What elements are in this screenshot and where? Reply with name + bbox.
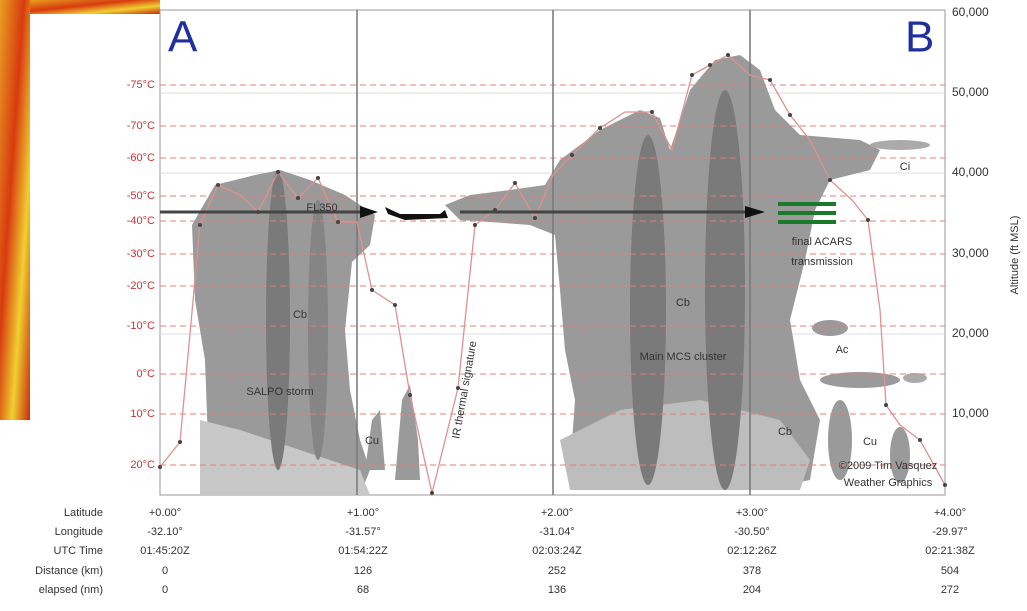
satellite-strip bbox=[30, 0, 160, 14]
table-cell: 02:03:24Z bbox=[532, 545, 582, 557]
table-cell: +2.00° bbox=[541, 507, 573, 519]
row-label: UTC Time bbox=[54, 545, 104, 557]
annotation: FL350 bbox=[306, 202, 337, 214]
annotation: Cu bbox=[365, 435, 379, 447]
table-cell: -30.50° bbox=[734, 526, 770, 538]
table-cell: +4.00° bbox=[934, 507, 966, 519]
table-cell: 136 bbox=[548, 584, 566, 596]
annotation: SALPO storm bbox=[246, 386, 313, 398]
table-cell: +0.00° bbox=[149, 507, 181, 519]
temperature-label: -60°C bbox=[127, 152, 155, 164]
table-cell: 01:54:22Z bbox=[338, 545, 388, 557]
row-label: Distance (km) bbox=[35, 565, 103, 577]
table-cell: 68 bbox=[357, 584, 369, 596]
altitude-label: 60,000 bbox=[952, 5, 989, 19]
table-cell: 252 bbox=[548, 565, 566, 577]
table-cell: +1.00° bbox=[347, 507, 379, 519]
altitude-label: 10,000 bbox=[952, 406, 989, 420]
temperature-label: -20°C bbox=[127, 280, 155, 292]
row-label: Longitude bbox=[55, 526, 103, 538]
table-cell: +3.00° bbox=[736, 507, 768, 519]
acars-marker bbox=[778, 202, 836, 224]
temperature-label: 20°C bbox=[130, 459, 155, 471]
temperature-label: -40°C bbox=[127, 215, 155, 227]
altitude-label: 30,000 bbox=[952, 246, 989, 260]
annotation: Cb bbox=[778, 426, 792, 438]
temperature-label: 0°C bbox=[137, 368, 156, 380]
temperature-label: -70°C bbox=[127, 120, 155, 132]
table-cell: 0 bbox=[162, 584, 168, 596]
annotation: Ac bbox=[836, 344, 849, 356]
annotation: Cb bbox=[293, 309, 307, 321]
table-cell: 02:21:38Z bbox=[925, 545, 975, 557]
altitude-label: 50,000 bbox=[952, 85, 989, 99]
table-cell: 204 bbox=[743, 584, 761, 596]
point-label: B bbox=[905, 13, 934, 62]
altitude-labels: 60,000 50,000 40,000 30,000 20,000 10,000 bbox=[952, 5, 989, 420]
altitude-label: 40,000 bbox=[952, 165, 989, 179]
temperature-label: 10°C bbox=[130, 408, 155, 420]
annotation: Main MCS cluster bbox=[640, 351, 727, 363]
table-cell: 126 bbox=[354, 565, 372, 577]
axis-title: Altitude (ft MSL) bbox=[1009, 216, 1021, 295]
satellite-strip bbox=[0, 0, 30, 420]
table-cell: 0 bbox=[162, 565, 168, 577]
row-label: Latitude bbox=[64, 507, 103, 519]
annotation: transmission bbox=[791, 256, 853, 268]
cross-section-figure: A B Altitude (ft MSL) 60,000 50,000 40,000… bbox=[0, 0, 1027, 606]
table-cell: 02:12:26Z bbox=[727, 545, 777, 557]
annotation: Weather Graphics bbox=[844, 477, 933, 489]
row-label: elapsed (nm) bbox=[39, 584, 103, 596]
altitude-label: 20,000 bbox=[952, 326, 989, 340]
table-cell: 01:45:20Z bbox=[140, 545, 190, 557]
annotation: final ACARS bbox=[792, 236, 853, 248]
temperature-label: -30°C bbox=[127, 248, 155, 260]
temperature-label: -50°C bbox=[127, 190, 155, 202]
annotation: Cb bbox=[676, 297, 690, 309]
temperature-label: -10°C bbox=[127, 320, 155, 332]
table-cell: -31.57° bbox=[345, 526, 381, 538]
table-cell: -32.10° bbox=[147, 526, 183, 538]
table-cell: 504 bbox=[941, 565, 959, 577]
annotation: ©2009 Tim Vasquez bbox=[839, 460, 937, 472]
position-table: Latitude +0.00° +1.00° +2.00° +3.00° +4.00° Lo… bbox=[35, 507, 975, 596]
point-label: A bbox=[168, 13, 198, 62]
temperature-labels: -75°C -70°C -60°C -50°C -40°C -30°C -20°C -10°C… bbox=[127, 79, 155, 471]
annotation: Ci bbox=[900, 161, 910, 173]
table-cell: -31.04° bbox=[539, 526, 575, 538]
table-cell: -29.97° bbox=[932, 526, 968, 538]
temperature-label: -75°C bbox=[127, 79, 155, 91]
table-cell: 272 bbox=[941, 584, 959, 596]
annotation: Cu bbox=[863, 436, 877, 448]
table-cell: 378 bbox=[743, 565, 761, 577]
